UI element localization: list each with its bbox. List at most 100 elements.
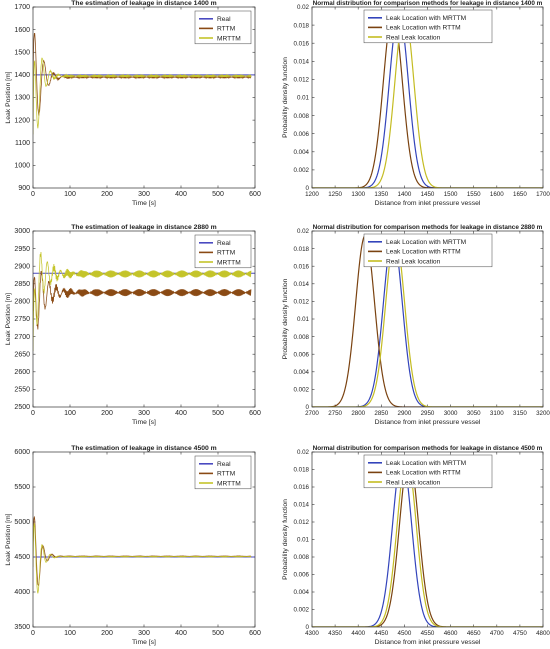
legend-label: MRTTM [217,259,241,266]
legend-label: Real [217,240,231,247]
y-tick-label: 2900 [14,263,30,270]
plot-border [311,6,544,189]
y-tick-label: 2850 [14,281,30,288]
x-axis-label: Distance from inlet pressure vessel [375,200,481,207]
x-axis-label: Distance from inlet pressure vessel [375,419,481,426]
y-tick-label: 1200 [14,117,30,124]
x-tick-label: 500 [212,630,224,637]
pdf-chart-2: 2700 2750 2800 2850 2900 2950 3000 3050 3100 3150… [282,224,550,426]
y-tick-label: 4000 [14,589,30,596]
legend-label: MRTTM [217,35,241,42]
pdf-curve [312,456,543,627]
y-tick-label: 0.018 [294,246,310,253]
y-tick-label: 0.018 [294,467,310,474]
x-tick-label: 2800 [351,410,365,417]
y-tick-label: 2600 [14,369,30,376]
y-tick-label: 0.02 [297,449,310,456]
series-group [312,456,543,627]
y-tick-label: 1300 [14,95,30,102]
y-tick-label: 3000 [14,228,30,235]
x-tick-label: 4300 [305,630,319,637]
y-tick-label: 0.004 [294,369,310,376]
y-axis-label: Probability density function [282,278,289,359]
series-mrttm [33,251,252,352]
series-mrttm [33,57,252,135]
pdf-curve [312,11,543,188]
y-tick-label: 0.012 [294,519,310,526]
legend-label: Real [217,16,231,23]
series-group [33,33,255,135]
x-tick-label: 4650 [467,630,481,637]
x-tick-label: 2900 [398,410,412,417]
x-tick-label: 300 [138,630,150,637]
x-tick-label: 3000 [444,410,458,417]
y-tick-label: 0.016 [294,263,310,270]
x-axis-label: Time [s] [132,200,156,207]
x-tick-label: 4400 [351,630,365,637]
y-tick-label: 0.002 [294,387,310,394]
series-group [33,251,255,352]
x-tick-label: 200 [101,191,113,198]
plot-border [32,6,256,189]
y-tick-label: 0.01 [297,95,310,102]
y-tick-label: 0.014 [294,59,310,66]
legend-label: Real Leak location [386,479,441,486]
series-rttm [33,270,252,330]
y-tick-label: 1500 [14,49,30,56]
x-tick-label: 4350 [328,630,342,637]
x-tick-label: 600 [249,630,261,637]
y-tick-label: 0 [306,185,310,192]
pdf-curve [312,235,543,407]
chart-title: Normal distribution for comparison metho… [313,224,543,231]
legend-label: Real Leak location [386,34,441,41]
y-tick-label: 0.002 [294,607,310,614]
time-chart-3: 0 100 200 300 400 500 600 3500 4000 4500 5000 5500 6… [5,445,261,646]
x-tick-label: 400 [175,630,187,637]
x-tick-label: 2750 [328,410,342,417]
x-tick-label: 0 [31,410,35,417]
legend-label: RTTM [217,471,235,478]
series-mrttm [33,523,252,594]
y-tick-label: 5000 [14,519,30,526]
y-tick-label: 0.012 [294,299,310,306]
y-axis-label: Probability density function [282,499,289,580]
y-tick-label: 1000 [14,163,30,170]
x-tick-label: 300 [138,410,150,417]
y-tick-label: 0.004 [294,149,310,156]
x-tick-label: 3100 [490,410,504,417]
x-axis-label: Time [s] [132,419,156,426]
pdf-chart-1: 1200 1250 1300 1350 1400 1450 1500 1550 1600 1650… [282,0,550,207]
y-axis-label: Probability density function [282,57,289,138]
x-tick-label: 0 [31,191,35,198]
x-tick-label: 600 [249,410,261,417]
x-tick-label: 100 [64,630,76,637]
x-tick-label: 1350 [374,191,388,198]
y-tick-label: 4500 [14,554,30,561]
y-tick-label: 0 [306,624,310,631]
x-tick-label: 1550 [467,191,481,198]
x-tick-label: 500 [212,410,224,417]
y-tick-label: 3500 [14,624,30,631]
x-axis-label: Time [s] [132,639,156,646]
legend-label: Real Leak location [386,258,441,265]
y-tick-label: 1600 [14,27,30,34]
x-tick-label: 200 [101,630,113,637]
y-tick-label: 0.002 [294,167,310,174]
x-tick-label: 4500 [398,630,412,637]
y-tick-label: 0.006 [294,131,310,138]
legend-label: Leak Location with RTTM [386,25,461,32]
pdf-chart-3: 4300 4350 4400 4450 4500 4550 4600 4650 4700 4750… [282,445,550,646]
pdf-curve [312,456,543,627]
series-group [33,516,255,594]
legend-label: RTTM [217,26,235,33]
time-chart-1: 0 100 200 300 400 500 600 900 1000 1100 1200 1300 14… [5,0,261,207]
y-axis-label: Leak Position [m] [5,71,12,123]
y-tick-label: 0.018 [294,22,310,29]
x-tick-label: 1700 [536,191,550,198]
legend-label: Leak Location with MRTTM [386,239,466,246]
x-tick-label: 2700 [305,410,319,417]
legend-label: RTTM [217,250,235,257]
y-tick-label: 0.014 [294,502,310,509]
y-tick-label: 0.008 [294,554,310,561]
